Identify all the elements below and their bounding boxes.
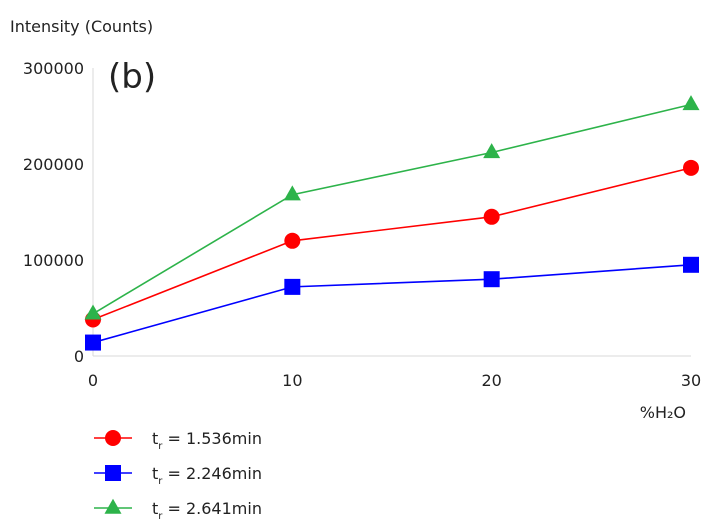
data-point: [283, 185, 301, 201]
data-point: [284, 232, 301, 249]
legend-marker: [104, 498, 122, 514]
y-tick-label: 300000: [23, 59, 84, 78]
data-point: [682, 95, 700, 111]
data-point: [85, 334, 101, 351]
y-axis-title: Intensity (Counts): [10, 17, 153, 36]
legend-label: tr = 2.641min: [152, 499, 262, 522]
series-line: [92, 264, 692, 344]
series-1: [85, 159, 699, 328]
legend-entry-3: tr = 2.641min: [94, 498, 262, 522]
legend-marker: [105, 465, 121, 481]
data-point: [84, 304, 102, 320]
axes: 0 100000 200000 300000 0 10 20 30 Intensity (Cou…: [10, 17, 701, 422]
data-point: [483, 271, 500, 288]
x-tick-label: 10: [282, 371, 302, 390]
series-2: [85, 256, 699, 351]
data-point: [683, 159, 699, 176]
x-tick-label: 20: [481, 371, 501, 390]
legend-label-subscript: r: [158, 511, 163, 522]
legend-marker: [105, 430, 121, 446]
legend-label-subscript: r: [158, 476, 163, 487]
y-tick-label: 200000: [23, 155, 84, 174]
legend-label-subscript: r: [158, 441, 163, 452]
x-tick-label: 30: [681, 371, 701, 390]
legend-entry-2: tr = 2.246min: [94, 464, 262, 487]
x-axis-title: %H₂O: [640, 403, 686, 422]
legend-label-main: t: [152, 499, 158, 518]
legend-label: tr = 2.246min: [152, 464, 262, 487]
series-line: [92, 103, 692, 315]
legend-label-main: t: [152, 464, 158, 483]
data-point: [483, 143, 501, 159]
data-point: [483, 208, 500, 225]
series-3: [84, 95, 700, 320]
legend-entry-1: tr = 1.536min: [94, 429, 262, 452]
legend-label-rest: = 2.641min: [162, 499, 262, 518]
series-line: [92, 167, 692, 321]
y-tick-label: 0: [74, 347, 84, 366]
panel-label: (b): [108, 57, 156, 97]
series-layer: [84, 95, 700, 351]
data-point: [683, 256, 699, 273]
x-tick-label: 0: [88, 371, 98, 390]
legend-label-rest: = 1.536min: [162, 429, 262, 448]
data-point: [284, 278, 301, 295]
legend-label: tr = 1.536min: [152, 429, 262, 452]
legend-label-rest: = 2.246min: [162, 464, 262, 483]
y-tick-label: 100000: [23, 251, 84, 270]
legend-label-main: t: [152, 429, 158, 448]
